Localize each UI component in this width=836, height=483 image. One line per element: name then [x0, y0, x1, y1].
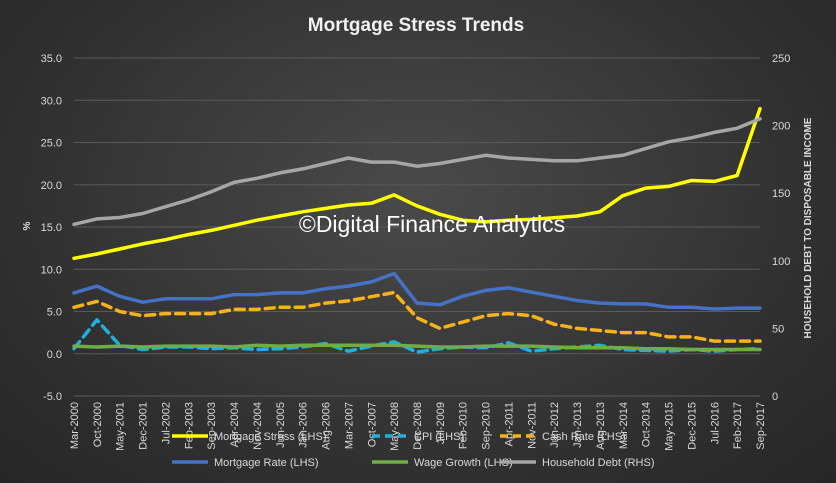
right-tick-label: 50	[772, 323, 784, 335]
x-tick-label: Sep-2017	[755, 402, 767, 450]
x-tick-label: Apr-2011	[503, 402, 515, 446]
series-lines	[72, 106, 762, 354]
legend-label: CPI (LHS)	[414, 431, 464, 443]
x-tick-label: May-2008	[389, 402, 401, 451]
x-tick-label: Mar-2000	[69, 402, 81, 449]
x-tick-label: Nov-2004	[252, 402, 264, 450]
x-tick-label: Oct-2014	[641, 402, 653, 447]
legend-item: Household Debt (RHS)	[500, 457, 655, 469]
gridlines	[74, 57, 760, 397]
left-tick-label: 10.0	[41, 264, 62, 276]
left-tick-label: 20.0	[41, 180, 62, 192]
x-tick-label: Jul-2016	[709, 402, 721, 444]
x-tick-label: Jul-2009	[435, 402, 447, 444]
x-tick-label: Apr-2004	[229, 402, 241, 447]
legend-label: Wage Growth (LHS)	[414, 457, 513, 469]
x-tick-label: Jun-2005	[275, 402, 287, 448]
x-tick-label: Aug-2006	[321, 402, 333, 450]
right-tick-label: 100	[772, 256, 790, 268]
x-tick-label: Oct-2000	[92, 402, 104, 447]
left-tick-label: 35.0	[41, 53, 62, 65]
x-tick-label: Feb-2010	[458, 402, 470, 449]
series-line-3	[72, 271, 762, 311]
legend-label: Mortgage Stress (LHS)	[214, 431, 326, 443]
legend-item: Cash Rate (LHS)	[500, 431, 626, 443]
series-line-2	[72, 290, 762, 343]
x-tick-label: Mar-2007	[343, 402, 355, 449]
x-tick-label: Sep-2010	[481, 402, 493, 450]
legend-label: Mortgage Rate (LHS)	[214, 457, 319, 469]
legend-item: CPI (LHS)	[372, 431, 464, 443]
x-tick-label: Feb-2003	[183, 402, 195, 449]
series-line-4	[72, 343, 762, 352]
x-tick-label: Jan-2006	[298, 402, 310, 448]
series-line-0	[72, 106, 762, 261]
right-axis-title: HOUSEHOLD DEBT TO DISPOSABLE INCOME	[803, 117, 814, 338]
left-tick-label: 0.0	[47, 349, 62, 361]
left-tick-label: 30.0	[41, 95, 62, 107]
legend-item: Mortgage Rate (LHS)	[172, 457, 319, 469]
legend: Mortgage Stress (LHS) CPI (LHS) Cash Rate …	[172, 431, 655, 469]
x-tick-label: Jun-2012	[549, 402, 561, 448]
right-axis-ticks: 0 50 100 150 200 250	[772, 53, 790, 403]
chart-title: Mortgage Stress Trends	[308, 15, 524, 36]
legend-item: Wage Growth (LHS)	[372, 457, 513, 469]
x-tick-label: May-2015	[664, 402, 676, 451]
legend-label: Cash Rate (LHS)	[542, 431, 626, 443]
legend-label: Household Debt (RHS)	[542, 457, 655, 469]
x-tick-label: May-2001	[115, 402, 127, 451]
x-tick-label: Jul-2002	[160, 402, 172, 444]
x-tick-label: Sep-2003	[206, 402, 218, 450]
left-tick-label: 25.0	[41, 138, 62, 150]
right-tick-label: 0	[772, 391, 778, 403]
x-tick-label: Mar-2014	[618, 402, 630, 449]
right-tick-label: 250	[772, 53, 790, 65]
legend-item: Mortgage Stress (LHS)	[172, 431, 326, 443]
watermark: ©Digital Finance Analytics	[299, 211, 565, 237]
x-tick-label: Oct-2007	[366, 402, 378, 447]
right-tick-label: 150	[772, 188, 790, 200]
x-tick-label: Jan-2013	[572, 402, 584, 448]
x-tick-label: Dec-2015	[686, 402, 698, 450]
x-tick-label: Dec-2001	[138, 402, 150, 450]
series-line-5	[72, 117, 762, 227]
left-tick-label: 15.0	[41, 222, 62, 234]
left-tick-label: -5.0	[43, 391, 62, 403]
x-tick-label: Dec-2008	[412, 402, 424, 450]
left-axis-title: %	[22, 221, 33, 230]
right-tick-label: 200	[772, 121, 790, 133]
x-tick-label: Feb-2017	[732, 402, 744, 449]
left-tick-label: 5.0	[47, 307, 62, 319]
x-tick-label: Nov-2011	[526, 402, 538, 449]
left-axis-ticks: -5.0 0.0 5.0 10.0 15.0 20.0 25.0 30.0 35.0	[41, 53, 62, 403]
x-axis-ticks: Mar-2000 Oct-2000 May-2001 Dec-2001 Jul-2002…	[69, 402, 767, 451]
x-tick-label: Aug-2013	[595, 402, 607, 450]
